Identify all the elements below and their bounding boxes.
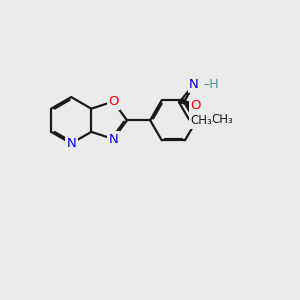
Text: N: N (109, 133, 118, 146)
Text: –H: –H (203, 78, 218, 91)
Text: CH₃: CH₃ (190, 114, 212, 128)
Text: N: N (66, 137, 76, 150)
Text: O: O (190, 99, 201, 112)
Text: CH₃: CH₃ (212, 113, 233, 126)
Text: O: O (108, 95, 119, 108)
Text: N: N (189, 78, 199, 91)
